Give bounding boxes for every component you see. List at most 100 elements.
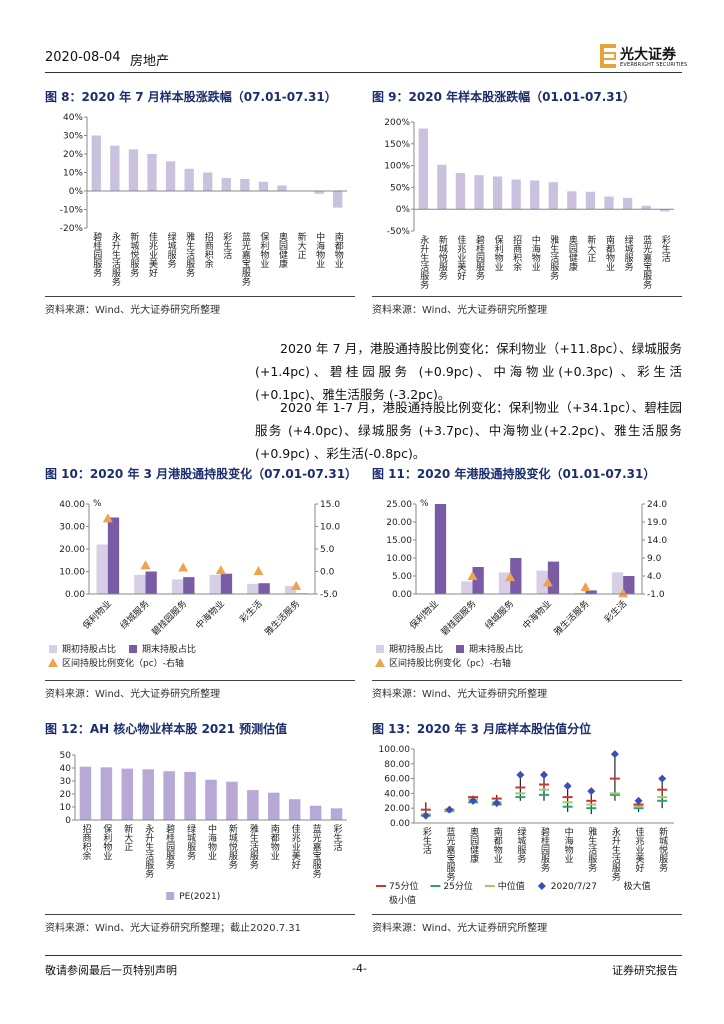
bar bbox=[142, 769, 154, 820]
x-tick-label: 保利物业 bbox=[80, 598, 114, 632]
x-tick-label: 奥园健康 bbox=[277, 231, 288, 268]
y2-tick-label: 4.0 bbox=[647, 572, 662, 582]
bar bbox=[205, 779, 217, 820]
bar bbox=[288, 799, 301, 820]
x-tick-label: 蓝光嘉宝服务 bbox=[240, 231, 251, 287]
x-tick-label: 招商积余 bbox=[203, 231, 214, 269]
bar bbox=[492, 176, 503, 210]
x-tick-label: 蓝光嘉宝服务 bbox=[641, 234, 652, 290]
bar bbox=[184, 771, 196, 820]
bar bbox=[220, 573, 233, 594]
bar bbox=[498, 572, 511, 594]
y-tick-label: -50% bbox=[387, 227, 411, 237]
y2-tick-label: 19.0 bbox=[647, 518, 667, 528]
logo-text: 光大证券 bbox=[620, 47, 676, 63]
y2-tick-label: -5.0 bbox=[320, 590, 338, 600]
bar bbox=[147, 154, 157, 191]
bar bbox=[574, 592, 586, 594]
bar bbox=[585, 590, 597, 594]
paragraph: 2020 年 1-7 月，港股通持股比例变化：保利物业（+34.1pc）、碧桂园… bbox=[255, 400, 682, 461]
y-tick-label: 40 bbox=[60, 764, 72, 774]
x-tick-label: 雅生活服务 bbox=[551, 598, 591, 638]
legend-label: 期末持股占比 bbox=[142, 643, 196, 655]
y-tick-label: 5.00 bbox=[392, 572, 412, 582]
marker bbox=[102, 513, 113, 523]
bar bbox=[258, 181, 269, 191]
bar bbox=[240, 178, 250, 191]
y-tick-label: 0% bbox=[69, 187, 84, 197]
x-tick-label: 中海物业 bbox=[520, 598, 554, 632]
legend-swatch bbox=[537, 882, 546, 890]
y-tick-label: 100% bbox=[384, 162, 410, 172]
y-tick-label: 20.00 bbox=[386, 518, 412, 528]
x-tick-label: 彩生活 bbox=[602, 598, 630, 626]
diamond-marker bbox=[540, 770, 548, 779]
figure-source: 资料来源：Wind、光大证券研究所整理；截止2020.7.31 bbox=[45, 914, 355, 934]
diamond-marker bbox=[610, 750, 619, 759]
x-tick-label: 新城悦服务 bbox=[128, 231, 139, 278]
paragraph: 2020 年 7 月，港股通持股比例变化：保利物业（+11.8pc）、绿城服务(… bbox=[255, 341, 682, 402]
legend-swatch bbox=[375, 658, 385, 667]
y-tick-label: 80.00 bbox=[384, 760, 410, 770]
bar bbox=[611, 572, 624, 594]
annotation: % bbox=[420, 499, 429, 509]
legend-label: 极大值 bbox=[624, 880, 651, 892]
x-tick-label: 彩生活 bbox=[421, 827, 432, 855]
x-tick-label: 南都物业 bbox=[269, 823, 280, 860]
x-tick-label: 彩生活 bbox=[660, 235, 671, 263]
x-tick-label: 碧桂园服务 bbox=[474, 234, 485, 281]
marker bbox=[542, 577, 553, 587]
marker bbox=[215, 565, 226, 575]
bar bbox=[268, 792, 280, 820]
bar bbox=[247, 790, 259, 820]
logo-en: EVERBRIGHT SECURITIES bbox=[620, 62, 688, 68]
x-tick-label: 永升生活服务 bbox=[143, 823, 154, 879]
footer-left: 敬请参阅最后一页特别声明 bbox=[45, 964, 177, 977]
y-tick-label: 0 bbox=[65, 816, 71, 826]
figure-source: 资料来源：Wind、光大证券研究所整理 bbox=[45, 296, 355, 316]
bar bbox=[455, 173, 466, 210]
marker bbox=[580, 582, 591, 592]
figure-title: 图 13：2020 年 3 月底样本股估值分位 bbox=[372, 722, 592, 736]
x-tick-label: 中海物业 bbox=[314, 231, 325, 268]
x-tick-label: 招商积余 bbox=[511, 234, 521, 272]
y-tick-label: 15.00 bbox=[386, 536, 412, 546]
x-tick-label: 中海物业 bbox=[530, 234, 541, 271]
marker bbox=[253, 566, 264, 576]
y-tick-label: 60.00 bbox=[384, 775, 410, 785]
bar bbox=[585, 191, 596, 210]
bar bbox=[79, 766, 92, 820]
y-tick-label: 20.00 bbox=[384, 804, 410, 814]
y2-tick-label: 9.0 bbox=[647, 554, 662, 564]
x-tick-label: 中海物业 bbox=[193, 598, 227, 632]
y-tick-label: 150% bbox=[384, 140, 410, 150]
x-tick-label: 保利物业 bbox=[101, 823, 112, 860]
x-tick-label: 南都物业 bbox=[333, 231, 344, 268]
bar bbox=[107, 517, 120, 594]
bar bbox=[622, 197, 633, 210]
x-tick-label: 蓝光嘉宝服务 bbox=[311, 823, 322, 879]
y2-tick-label: 14.0 bbox=[647, 536, 667, 546]
bar bbox=[163, 771, 175, 820]
y-tick-label: 30.00 bbox=[59, 523, 85, 533]
x-tick-label: 新大正 bbox=[122, 823, 133, 851]
footer-right: 证券研究报告 bbox=[612, 964, 678, 977]
x-tick-label: 永升生活服务 bbox=[418, 234, 429, 290]
y2-tick-label: 24.0 bbox=[647, 500, 667, 510]
legend-label: 期初持股占比 bbox=[389, 643, 443, 655]
bar bbox=[91, 135, 101, 191]
diamond-marker bbox=[421, 811, 430, 820]
chart: 0.00 20.00 40.00 60.00 80.00 100.00 彩生活 蓝光嘉宝服务 奥… bbox=[376, 745, 674, 906]
y-tick-label: 10 bbox=[60, 803, 72, 813]
y-tick-label: 100.00 bbox=[379, 745, 411, 755]
x-tick-label: 佳兆业美好 bbox=[147, 231, 158, 278]
bar bbox=[226, 781, 238, 820]
legend-label: PE(2021) bbox=[179, 892, 220, 902]
figure-title: 图 11：2020 年港股通持股变化（01.01-07.31） bbox=[372, 467, 656, 481]
x-tick-label: 绿城服务 bbox=[515, 826, 526, 864]
bar bbox=[128, 149, 139, 191]
bar bbox=[314, 191, 324, 194]
bar bbox=[660, 209, 670, 212]
y-tick-label: 40.00 bbox=[59, 500, 85, 510]
bar bbox=[203, 172, 213, 191]
